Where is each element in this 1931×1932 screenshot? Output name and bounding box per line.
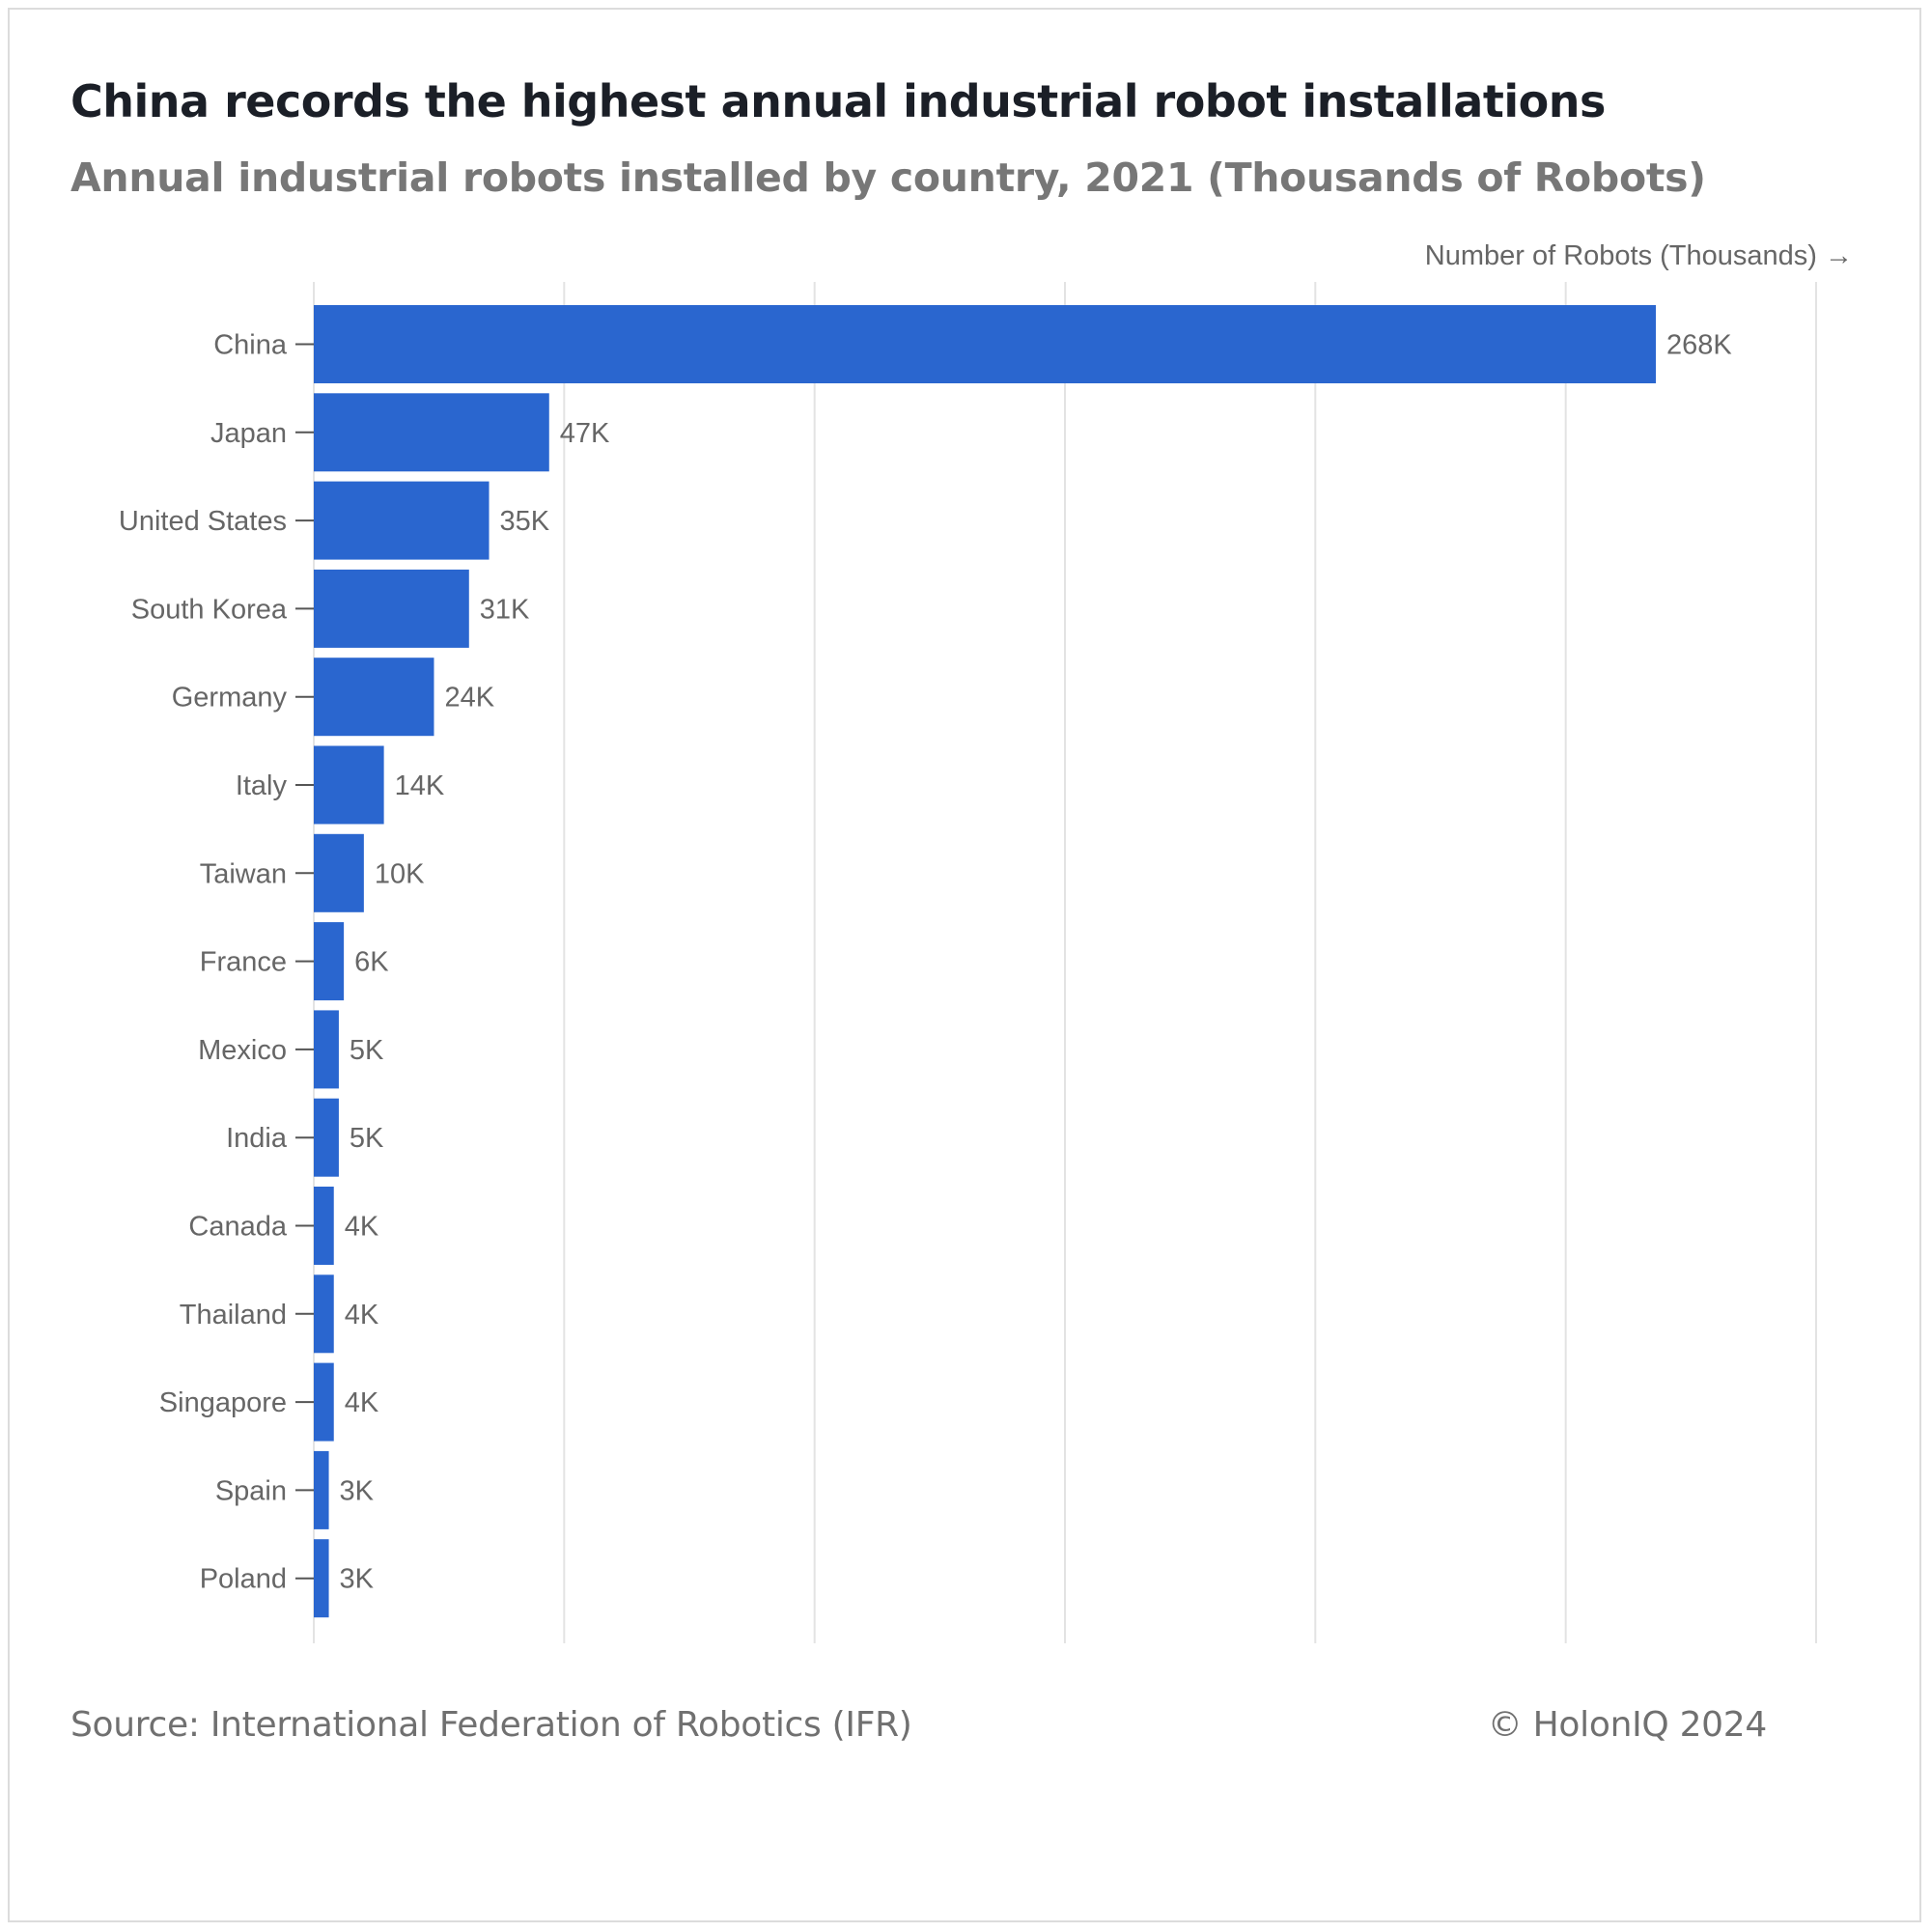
category-label-germany: Germany [172,683,288,714]
category-label-italy: Italy [236,770,288,801]
source-note: Source: International Federation of Robo… [70,1705,912,1745]
value-label-mexico: 5K [350,1035,384,1066]
value-label-italy: 14K [395,770,445,801]
bar-italy [314,745,384,825]
bar-singapore [314,1362,334,1442]
copyright-note: © HolonIQ 2024 [1487,1705,1768,1745]
value-label-singapore: 4K [345,1387,379,1418]
gridlines [313,282,1817,1643]
value-label-south-korea: 31K [480,594,530,625]
value-label-japan: 47K [560,418,610,449]
bar-thailand [314,1274,334,1354]
bar-poland [314,1539,329,1618]
value-label-germany: 24K [444,683,494,714]
bar-mexico [314,1010,339,1089]
category-label-japan: Japan [210,418,287,449]
bar-united-states [314,481,490,560]
category-label-south-korea: South Korea [131,594,288,625]
bar-taiwan [314,833,364,912]
bar-spain [314,1450,329,1529]
value-label-united-states: 35K [500,506,550,537]
category-label-india: India [226,1123,288,1154]
value-label-thailand: 4K [345,1300,379,1330]
category-label-singapore: Singapore [159,1387,287,1418]
value-label-taiwan: 10K [375,858,425,889]
bar-canada [314,1187,334,1265]
bar-france [314,922,345,1001]
bars [314,305,1657,1618]
category-label-united-states: United States [119,506,287,537]
category-label-mexico: Mexico [198,1035,287,1066]
category-labels: China Japan United States South Korea German… [119,330,314,1595]
chart-subtitle: Annual industrial robots installed by co… [70,154,1706,201]
category-label-france: France [200,947,287,978]
category-label-canada: Canada [188,1212,287,1243]
value-label-france: 6K [354,947,389,978]
value-labels: 268K 47K 35K 31K 24K 14K 10K 6K 5K 5K 4K 4K 4K 3K 3K [340,330,1733,1595]
value-label-india: 5K [350,1123,384,1154]
value-label-spain: 3K [340,1475,375,1506]
category-label-spain: Spain [215,1475,287,1506]
bar-india [314,1098,339,1177]
value-label-canada: 4K [345,1212,379,1243]
x-axis-label: Number of Robots (Thousands) → [1425,240,1853,271]
value-label-china: 268K [1666,330,1732,361]
category-label-china: China [213,330,288,361]
bar-south-korea [314,569,469,648]
bar-china [314,305,1657,383]
bar-germany [314,658,434,737]
category-label-thailand: Thailand [180,1300,287,1330]
bar-japan [314,393,549,472]
category-label-poland: Poland [200,1564,287,1595]
chart-title: China records the highest annual industr… [70,75,1606,127]
category-label-taiwan: Taiwan [200,858,287,889]
value-label-poland: 3K [340,1564,375,1595]
